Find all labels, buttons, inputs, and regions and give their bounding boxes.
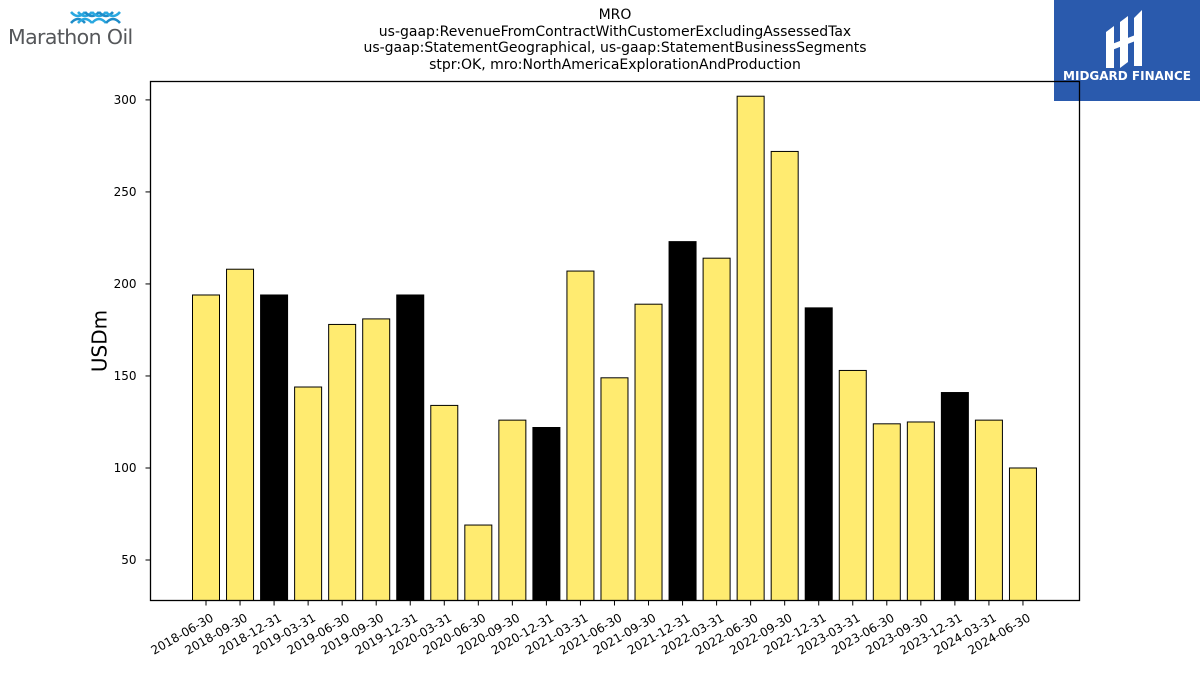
- bar: [668, 241, 697, 601]
- y-axis: 50 100 150 200 250 300: [114, 93, 151, 567]
- bar: [600, 377, 629, 601]
- y-tick-label: 50: [121, 553, 136, 567]
- bar: [294, 386, 323, 602]
- bar: [532, 427, 561, 601]
- bar: [328, 323, 357, 601]
- bar: [362, 318, 391, 601]
- bar: [974, 419, 1003, 602]
- plot-frame: [149, 80, 1081, 602]
- bar: [464, 524, 493, 601]
- y-tick-label: 100: [114, 461, 137, 475]
- chart-title-line: us-gaap:RevenueFromContractWithCustomerE…: [378, 23, 852, 40]
- bar: [1008, 467, 1037, 601]
- publisher-logo-mark: [1106, 10, 1142, 68]
- bar: [226, 268, 255, 601]
- chart-title: MRO us-gaap:RevenueFromContractWithCusto…: [315, 7, 915, 73]
- bar: [702, 257, 731, 601]
- y-tick-label: 200: [114, 277, 137, 291]
- bar: [396, 294, 425, 601]
- y-tick-label: 300: [114, 93, 137, 107]
- chart-title-line: MRO: [598, 7, 632, 23]
- bar: [770, 150, 799, 601]
- bar: [430, 404, 459, 601]
- bar: [906, 421, 935, 602]
- bar: [634, 303, 663, 601]
- bar: [566, 270, 595, 601]
- publisher-logo: MIDGARD FINANCE: [1054, 0, 1200, 101]
- chart-title-line: us-gaap:StatementGeographical, us-gaap:S…: [363, 40, 867, 56]
- y-tick-label: 150: [114, 369, 137, 383]
- y-tick-label: 250: [114, 185, 137, 199]
- bar: [192, 294, 220, 601]
- chart-title-line: stpr:OK, mro:NorthAmericaExplorationAndP…: [429, 56, 801, 73]
- bar: [804, 307, 833, 601]
- y-axis-label: USDm: [88, 310, 112, 372]
- bar: [498, 419, 527, 602]
- bars-group: [192, 95, 1037, 602]
- publisher-logo-text: MIDGARD FINANCE: [1063, 69, 1191, 83]
- bar: [872, 423, 901, 601]
- bar: [940, 392, 969, 601]
- company-logo-mark: [70, 11, 121, 24]
- company-logo-text: Marathon Oil: [8, 25, 133, 49]
- company-logo: Marathon Oil: [8, 8, 148, 50]
- bar: [260, 294, 289, 601]
- x-axis: 2018-06-302018-09-302018-12-312019-03-31…: [148, 600, 1033, 658]
- bar: [736, 95, 765, 601]
- bar: [838, 369, 867, 602]
